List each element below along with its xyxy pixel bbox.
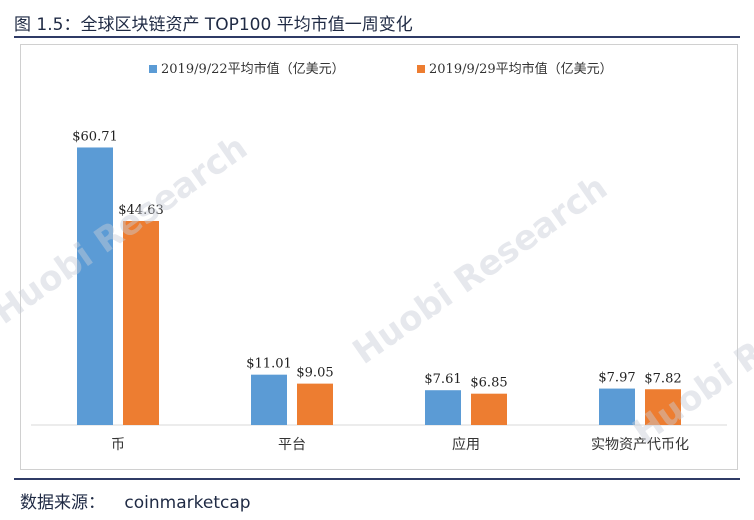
data-label: $44.63 <box>118 203 164 218</box>
source-label: 数据来源： <box>20 493 105 513</box>
source-row: 数据来源： coinmarketcap <box>20 488 251 513</box>
data-label: $7.97 <box>598 371 635 386</box>
source-value: coinmarketcap <box>124 493 251 513</box>
bar <box>425 390 461 425</box>
data-label: $6.85 <box>470 376 507 391</box>
data-label: $7.82 <box>644 371 681 386</box>
legend-swatch <box>417 65 425 73</box>
data-label: $11.01 <box>246 357 292 372</box>
figure-header: 图 1.5：全球区块链资产 TOP100 平均市值一周变化 <box>14 6 740 38</box>
figure-title: 图 1.5：全球区块链资产 TOP100 平均市值一周变化 <box>14 15 413 35</box>
data-label: $9.05 <box>296 366 333 381</box>
legend-label: 2019/9/22平均市值（亿美元） <box>161 61 345 77</box>
bar <box>251 374 287 425</box>
data-label: $60.71 <box>72 129 118 144</box>
bar-chart: 2019/9/22平均市值（亿美元） 2019/9/29平均市值（亿美元） $60.… <box>31 61 727 453</box>
legend-label: 2019/9/29平均市值（亿美元） <box>429 61 613 77</box>
bar <box>77 147 113 425</box>
bar <box>471 393 507 425</box>
x-tick-label: 应用 <box>452 436 480 453</box>
bar <box>123 220 159 425</box>
x-tick-label: 币 <box>111 437 125 453</box>
figure-footer: 数据来源： coinmarketcap <box>14 478 740 513</box>
bar <box>645 389 681 425</box>
x-tick-label: 平台 <box>278 437 306 453</box>
chart-frame: 2019/9/22平均市值（亿美元） 2019/9/29平均市值（亿美元） $60.… <box>20 44 738 470</box>
data-label: $7.61 <box>424 372 461 387</box>
bar <box>297 383 333 425</box>
legend-swatch <box>149 65 157 73</box>
bar <box>599 388 635 425</box>
x-tick-label: 实物资产代币化 <box>591 437 689 453</box>
